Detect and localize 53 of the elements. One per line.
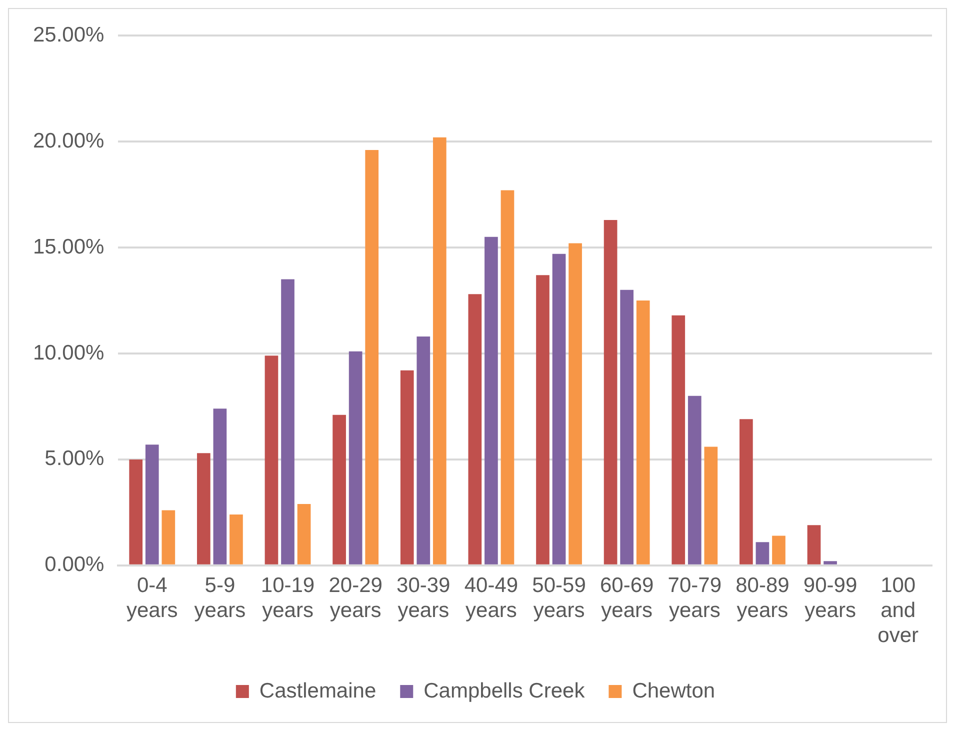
bar <box>230 514 243 564</box>
x-tick-label: 20-29 years <box>328 574 382 622</box>
bar <box>552 254 566 564</box>
bar <box>636 300 650 564</box>
bar <box>824 561 837 564</box>
bar <box>145 444 159 564</box>
bar <box>129 459 143 564</box>
x-tick-label: 50-59 years <box>532 574 586 622</box>
x-tick-label: 100 and over <box>878 574 919 648</box>
legend-label: Campbells Creek <box>424 679 586 702</box>
bar <box>807 525 821 564</box>
bar <box>264 356 278 564</box>
bar <box>672 315 686 564</box>
bar <box>365 150 379 564</box>
x-tick-label: 60-69 years <box>600 574 654 622</box>
bar <box>500 190 514 564</box>
y-tick-label: 15.00% <box>32 235 104 258</box>
x-tick-label: 90-99 years <box>803 574 858 622</box>
bar <box>432 137 446 564</box>
bar <box>196 453 210 564</box>
bar <box>772 536 786 564</box>
bar <box>536 275 550 564</box>
bar <box>484 236 498 564</box>
y-tick-label: 0.00% <box>44 553 104 576</box>
bar <box>604 220 618 564</box>
bar <box>416 336 430 564</box>
bar <box>740 419 753 564</box>
x-tick-label: 5-9 years <box>194 574 246 622</box>
legend-label: Castlemaine <box>259 679 376 702</box>
x-tick-label: 30-39 years <box>396 574 450 622</box>
y-tick-label: 25.00% <box>32 23 104 46</box>
bar <box>281 279 294 564</box>
x-tick-label: 70-79 years <box>668 574 722 622</box>
y-tick-label: 20.00% <box>32 129 104 152</box>
bar <box>400 370 414 564</box>
x-tick-label: 80-89 years <box>736 574 790 622</box>
bar <box>348 351 362 564</box>
bar <box>297 504 311 564</box>
bar <box>756 542 770 564</box>
y-tick-label: 10.00% <box>32 341 104 364</box>
x-tick-label: 40-49 years <box>464 574 518 622</box>
bar <box>162 510 176 564</box>
legend-label: Chewton <box>632 679 716 702</box>
bar <box>704 446 718 564</box>
bar <box>568 243 582 564</box>
bar <box>213 408 227 564</box>
x-tick-label: 10-19 years <box>260 574 315 622</box>
bar <box>468 294 482 564</box>
y-tick-label: 5.00% <box>44 447 104 470</box>
bar <box>620 290 634 564</box>
x-tick-label: 0-4 years <box>126 574 178 622</box>
bar <box>688 396 702 564</box>
bar <box>332 414 346 564</box>
